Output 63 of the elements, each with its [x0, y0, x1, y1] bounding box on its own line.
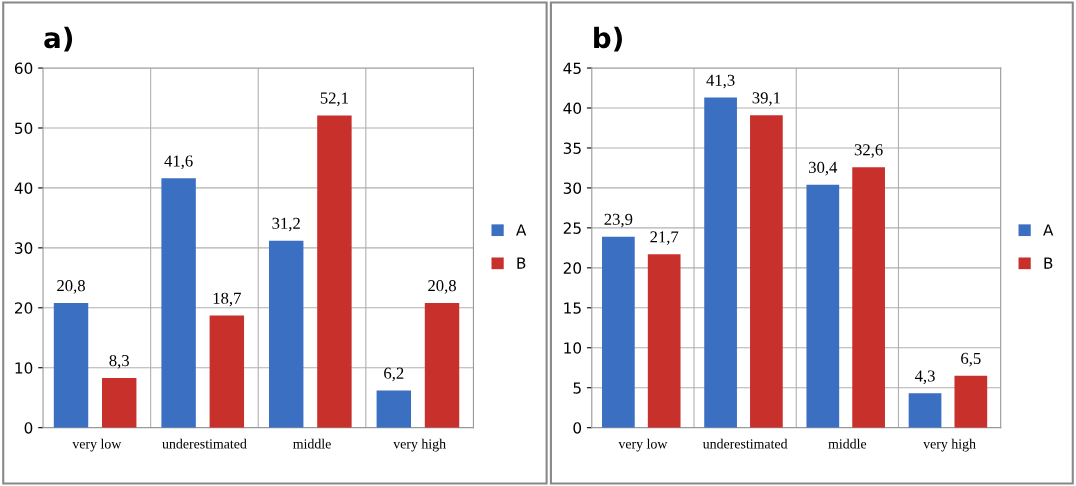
- y-tick-label: 40: [14, 182, 33, 194]
- y-tick-label: 20: [15, 302, 33, 314]
- data-label: 21,7: [650, 231, 679, 245]
- x-tick-label: underestimated: [162, 438, 247, 449]
- x-tick-label: underestimated: [702, 438, 788, 449]
- y-tick-label: 60: [14, 62, 33, 75]
- y-tick-label: 5: [573, 382, 581, 394]
- bar: [269, 240, 304, 428]
- legend-label: A: [1043, 224, 1054, 236]
- y-tick-label: 50: [15, 122, 33, 134]
- x-tick-label: very high: [923, 438, 976, 452]
- bar: [102, 377, 137, 428]
- data-label: 23,9: [604, 213, 633, 228]
- y-tick-label: 40: [563, 102, 582, 115]
- x-tick-label: middle: [828, 438, 867, 449]
- bar: [317, 115, 352, 428]
- bar: [376, 390, 412, 428]
- y-tick-label: 10: [15, 362, 33, 374]
- data-label: 6,5: [961, 352, 981, 367]
- data-label: 30,4: [809, 161, 838, 176]
- x-tick-label: very high: [393, 438, 446, 452]
- bar: [647, 254, 681, 428]
- chart-title: a): [44, 26, 73, 52]
- y-tick-label: 35: [563, 142, 581, 154]
- data-label: 18,7: [213, 292, 241, 307]
- bar: [908, 393, 942, 428]
- data-label: 20,8: [428, 280, 456, 294]
- legend-label: B: [1044, 257, 1053, 269]
- bar: [750, 115, 783, 428]
- bar: [53, 303, 89, 428]
- data-label: 39,1: [752, 92, 780, 106]
- data-label: 6,2: [384, 367, 404, 382]
- x-tick-label: very low: [618, 438, 668, 452]
- y-tick-label: 45: [563, 62, 581, 75]
- data-label: 41,3: [706, 74, 735, 89]
- legend-label: A: [516, 224, 527, 236]
- bar: [704, 97, 737, 428]
- data-label: 52,1: [320, 92, 348, 107]
- data-label: 31,2: [272, 217, 300, 232]
- y-tick-label: 10: [564, 342, 582, 354]
- data-label: 32,6: [854, 144, 883, 158]
- data-label: 20,8: [57, 280, 85, 294]
- y-tick-label: 0: [573, 422, 582, 434]
- y-tick-label: 30: [15, 242, 33, 254]
- bar: [424, 303, 460, 428]
- bar: [161, 178, 196, 428]
- bar: [954, 375, 988, 428]
- x-tick-label: very low: [72, 438, 122, 452]
- bar: [806, 184, 840, 428]
- y-tick-label: 20: [563, 262, 582, 274]
- bar: [602, 236, 635, 428]
- x-tick-label: middle: [293, 438, 331, 449]
- bar: [209, 315, 245, 428]
- bar: [852, 167, 885, 428]
- data-label: 8,3: [109, 354, 129, 369]
- chart-title: b): [594, 26, 622, 52]
- y-tick-label: 25: [563, 222, 581, 234]
- data-label: 4,3: [914, 370, 935, 384]
- legend-label: B: [517, 257, 526, 269]
- y-tick-label: 0: [24, 422, 33, 434]
- y-tick-label: 15: [564, 302, 581, 314]
- data-label: 41,6: [164, 155, 193, 170]
- y-tick-label: 30: [563, 182, 582, 194]
